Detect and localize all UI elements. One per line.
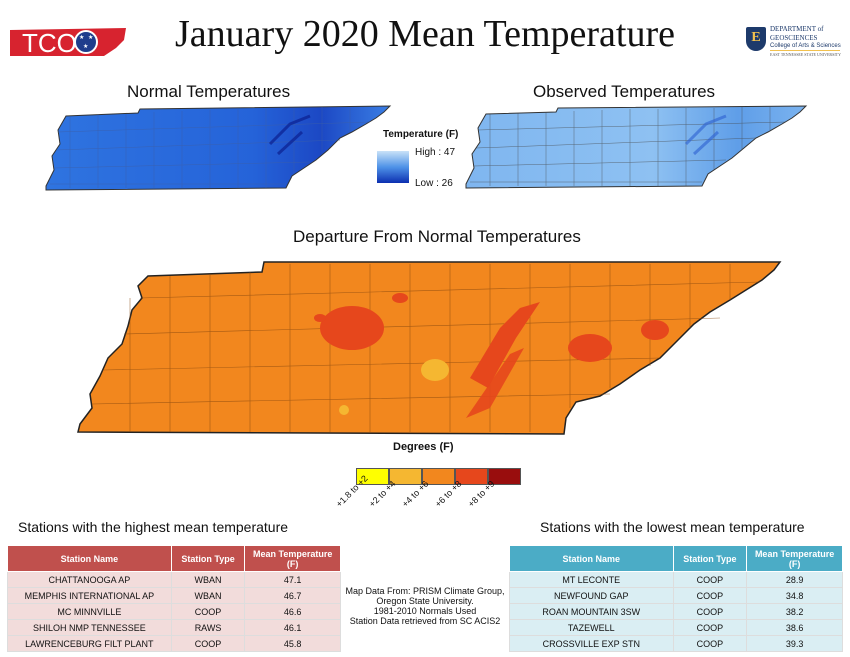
warm-anomaly-areas <box>314 293 669 418</box>
dept-logo-line3: College of Arts & Sciences <box>770 43 841 49</box>
tco-logo: TCO ★ ★ ★ <box>8 26 128 58</box>
table-row: CHATTANOOGA AP WBAN 47.1 <box>7 571 341 588</box>
departure-map-title: Departure From Normal Temperatures <box>293 227 581 246</box>
column-header: Mean Temperature (F) <box>746 545 843 572</box>
departure-legend-title: Degrees (F) <box>393 441 454 453</box>
lowest-table-title: Stations with the lowest mean temperatur… <box>540 519 805 535</box>
highest-temperature-table: Station Name Station Type Mean Temperature… <box>7 545 341 652</box>
table-cell: 34.8 <box>746 587 843 604</box>
normal-map-title: Normal Temperatures <box>127 82 291 101</box>
departure-legend-swatch <box>488 468 521 485</box>
table-cell: 46.6 <box>244 603 341 620</box>
svg-text:★: ★ <box>88 34 93 41</box>
column-header: Station Type <box>672 545 748 572</box>
column-header: Station Name <box>509 545 674 572</box>
observed-map-title: Observed Temperatures <box>533 82 716 101</box>
temperature-legend-low: Low : 26 <box>415 178 453 189</box>
table-cell: LAWRENCEBURG FILT PLANT <box>7 635 172 652</box>
table-cell: COOP <box>672 635 748 652</box>
table-cell: 38.6 <box>746 619 843 636</box>
table-cell: MT LECONTE <box>509 571 674 588</box>
table-cell: WBAN <box>170 571 246 588</box>
dept-logo-line4: EAST TENNESSEE STATE UNIVERSITY <box>770 52 841 57</box>
table-cell: RAWS <box>170 619 246 636</box>
departure-legend-swatch <box>389 468 422 485</box>
dept-logo-line2: GEOSCIENCES <box>770 34 818 42</box>
highest-table-title: Stations with the highest mean temperatu… <box>18 519 289 535</box>
table-cell: 38.2 <box>746 603 843 620</box>
table-cell: CROSSVILLE EXP STN <box>509 635 674 652</box>
departure-legend-swatch <box>455 468 488 485</box>
table-row: MC MINNVILLE COOP 46.6 <box>7 603 341 620</box>
table-cell: SHILOH NMP TENNESSEE <box>7 619 172 636</box>
table-cell: ROAN MOUNTAIN 3SW <box>509 603 674 620</box>
data-credits: Map Data From: PRISM Climate Group, Oreg… <box>340 586 510 626</box>
table-cell: NEWFOUND GAP <box>509 587 674 604</box>
column-header: Station Name <box>7 545 172 572</box>
table-cell: COOP <box>672 587 748 604</box>
table-cell: 46.1 <box>244 619 341 636</box>
svg-text:★: ★ <box>83 43 88 50</box>
table-cell: COOP <box>672 603 748 620</box>
credits-line4: Station Data retrieved from SC ACIS2 <box>349 616 501 626</box>
departure-from-normal-map <box>77 261 782 435</box>
table-cell: 28.9 <box>746 571 843 588</box>
table-row: SHILOH NMP TENNESSEE RAWS 46.1 <box>7 619 341 636</box>
table-row: LAWRENCEBURG FILT PLANT COOP 45.8 <box>7 635 341 652</box>
departure-legend-swatch <box>422 468 455 485</box>
table-row: CROSSVILLE EXP STN COOP 39.3 <box>509 635 843 652</box>
departure-legend-swatch <box>356 468 389 485</box>
table-row: TAZEWELL COOP 38.6 <box>509 619 843 636</box>
table-row: MT LECONTE COOP 28.9 <box>509 571 843 588</box>
temperature-legend-high: High : 47 <box>415 147 456 158</box>
table-row: MEMPHIS INTERNATIONAL AP WBAN 46.7 <box>7 587 341 604</box>
etsu-shield-icon: E <box>746 27 766 51</box>
table-cell: COOP <box>672 571 748 588</box>
normal-temperature-map <box>45 105 392 191</box>
observed-temperature-map <box>465 105 808 189</box>
column-header: Station Type <box>170 545 246 572</box>
table-row: ROAN MOUNTAIN 3SW COOP 38.2 <box>509 603 843 620</box>
tco-logo-text: TCO <box>22 28 77 58</box>
table-cell: COOP <box>170 603 246 620</box>
credits-line3: 1981-2010 Normals Used <box>373 606 477 616</box>
table-cell: 39.3 <box>746 635 843 652</box>
svg-text:★: ★ <box>79 34 84 41</box>
page-title: January 2020 Mean Temperature <box>175 13 675 55</box>
table-cell: 47.1 <box>244 571 341 588</box>
cool-anomaly-areas <box>339 359 449 415</box>
credits-line2: Oregon State University. <box>376 596 474 606</box>
table-cell: COOP <box>170 635 246 652</box>
table-cell: TAZEWELL <box>509 619 674 636</box>
table-cell: MC MINNVILLE <box>7 603 172 620</box>
geosciences-logo: E DEPARTMENT of GEOSCIENCES College of A… <box>746 25 846 61</box>
credits-line1: Map Data From: PRISM Climate Group, <box>345 586 505 596</box>
table-cell: 45.8 <box>244 635 341 652</box>
lowest-temperature-table: Station Name Station Type Mean Temperature… <box>509 545 843 652</box>
table-row: NEWFOUND GAP COOP 34.8 <box>509 587 843 604</box>
table-cell: WBAN <box>170 587 246 604</box>
table-cell: MEMPHIS INTERNATIONAL AP <box>7 587 172 604</box>
table-cell: 46.7 <box>244 587 341 604</box>
table-cell: COOP <box>672 619 748 636</box>
logo-divider <box>770 50 840 51</box>
column-header: Mean Temperature (F) <box>244 545 341 572</box>
dept-logo-line1: DEPARTMENT of <box>770 25 824 33</box>
departure-legend-label: +1.8 to +2 <box>334 473 370 510</box>
temperature-legend-title: Temperature (F) <box>383 129 459 140</box>
temperature-legend-ramp <box>377 151 409 183</box>
table-cell: CHATTANOOGA AP <box>7 571 172 588</box>
